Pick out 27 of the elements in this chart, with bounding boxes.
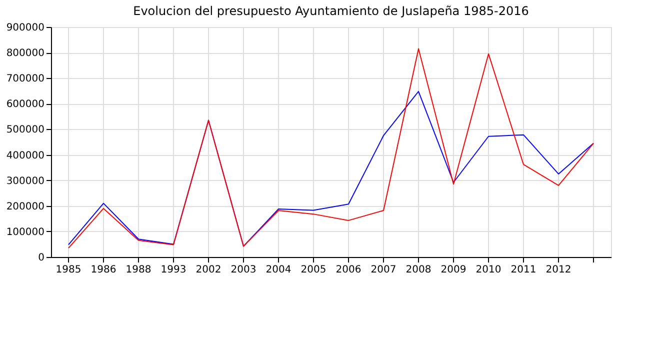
x-tick-label: 1993 xyxy=(160,264,186,276)
y-tick-label: 200000 xyxy=(6,201,44,212)
y-tick-label: 400000 xyxy=(6,150,44,162)
y-tick-label: 700000 xyxy=(6,74,44,85)
y-tick-label: 0 xyxy=(38,252,44,264)
x-tick-label: 2004 xyxy=(266,264,292,276)
y-tick-label: 300000 xyxy=(6,176,44,187)
line-series xyxy=(68,48,594,249)
x-tick-label: 2011 xyxy=(510,264,536,276)
chart-title: Evolucion del presupuesto Ayuntamiento de Juslapeña 1985-2016 xyxy=(133,4,529,18)
y-tick-label: 600000 xyxy=(6,99,44,110)
x-tick-label: 2006 xyxy=(336,264,362,276)
x-tick-label: 2010 xyxy=(476,264,502,276)
y-tick-label: 500000 xyxy=(6,124,44,136)
y-tick-label: 800000 xyxy=(6,48,44,60)
y-tick-label: 100000 xyxy=(6,226,44,238)
x-tick-label: 2012 xyxy=(546,264,572,276)
x-tick-label: 2007 xyxy=(370,264,396,276)
x-tick-label: 2005 xyxy=(300,264,326,276)
x-tick-label: 1986 xyxy=(90,264,116,276)
x-tick-label: 1988 xyxy=(126,264,152,276)
x-tick-label: 2008 xyxy=(406,264,432,276)
x-tick-label: 1985 xyxy=(56,264,82,276)
x-tick-label: 2003 xyxy=(230,264,256,276)
x-tick-label: 2009 xyxy=(440,264,466,276)
y-tick-label: 900000 xyxy=(6,22,44,34)
x-tick-label: 2002 xyxy=(196,264,222,276)
